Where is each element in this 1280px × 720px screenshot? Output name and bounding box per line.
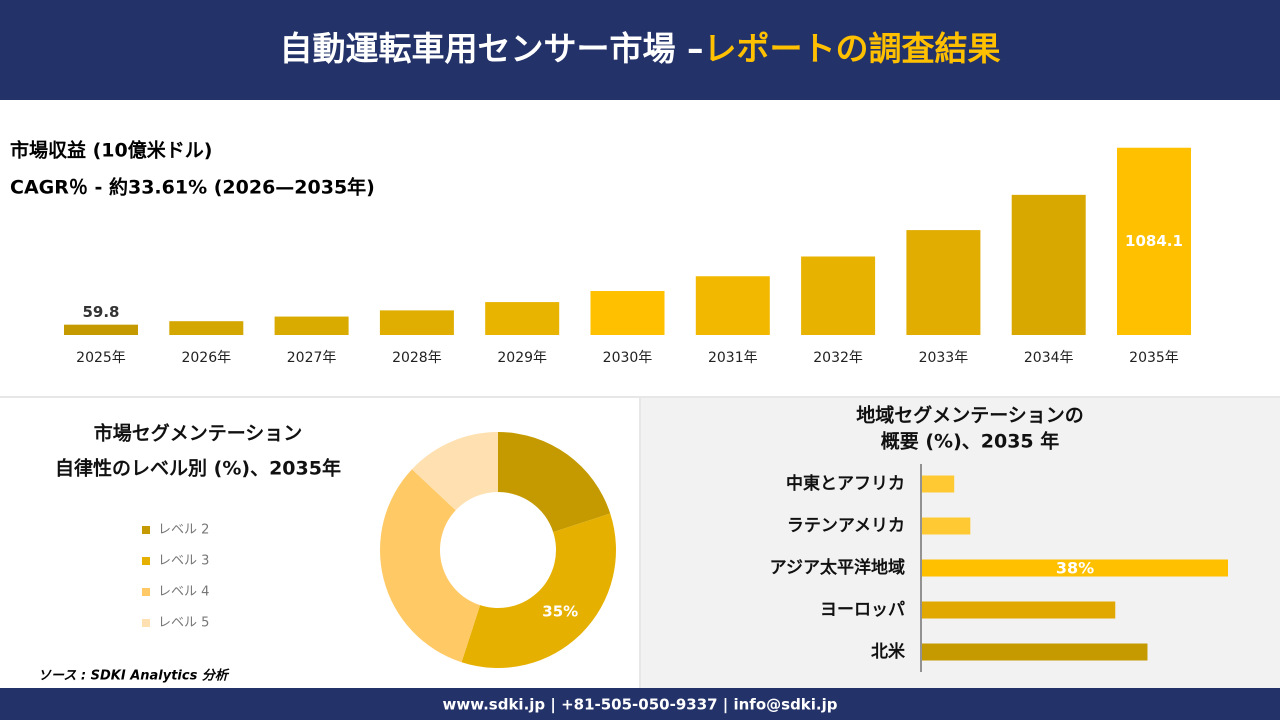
value-label: 1084.1 xyxy=(1125,232,1183,250)
hbar-title: 地域セグメンテーションの xyxy=(856,404,1084,427)
header-bar xyxy=(0,0,1280,100)
x-tick-label: 2034年 xyxy=(1024,350,1074,366)
hbar-title: 概要 (%)、2035 年 xyxy=(881,430,1060,453)
legend-label: レベル 3 xyxy=(158,554,209,569)
bar xyxy=(64,324,138,335)
revenue-title: 市場収益 (10億米ドル) xyxy=(10,139,212,162)
bar xyxy=(922,517,971,535)
bar xyxy=(922,559,1228,577)
x-tick-label: 2030年 xyxy=(603,350,653,366)
bar xyxy=(801,256,876,335)
bar xyxy=(1117,147,1191,335)
donut-segment xyxy=(498,432,611,533)
bar xyxy=(695,276,770,335)
value-label: 59.8 xyxy=(82,303,119,321)
x-tick-label: 2026年 xyxy=(181,350,231,366)
donut-segment xyxy=(411,432,498,511)
y-tick-label: 北米 xyxy=(871,641,906,662)
cagr-subtitle: CAGR％ - 約33.61% (2026—2035年) xyxy=(10,176,375,199)
bar xyxy=(922,643,1148,661)
title-main: 自動運転車用センサー市場 – xyxy=(280,29,704,68)
donut-segment xyxy=(380,469,481,663)
bar xyxy=(906,230,981,335)
footer-bar xyxy=(0,688,1280,720)
legend-swatch xyxy=(142,588,150,596)
x-tick-label: 2032年 xyxy=(813,350,863,366)
bar xyxy=(590,291,665,335)
y-tick-label: 中東とアフリカ xyxy=(786,473,905,494)
x-tick-label: 2031年 xyxy=(708,350,758,366)
legend-swatch xyxy=(142,526,150,534)
donut-segment xyxy=(461,513,616,668)
bar xyxy=(922,601,1116,619)
bar xyxy=(922,475,955,493)
legend-label: レベル 2 xyxy=(158,523,209,538)
y-tick-label: ラテンアメリカ xyxy=(787,516,905,536)
bar xyxy=(379,310,454,335)
x-tick-label: 2028年 xyxy=(392,350,442,366)
bar xyxy=(485,302,560,335)
bar xyxy=(274,316,349,335)
bar xyxy=(169,321,244,335)
title-accent: レポートの調査結果 xyxy=(704,29,1001,68)
y-tick-label: アジア太平洋地域 xyxy=(770,557,905,578)
bar xyxy=(1011,194,1086,335)
x-tick-label: 2033年 xyxy=(919,350,969,366)
legend-swatch xyxy=(142,619,150,627)
donut-title: 自律性のレベル別 (%)、2035年 xyxy=(55,457,341,480)
legend-swatch xyxy=(142,557,150,565)
header-title: 自動運転車用センサー市場 –レポートの調査結果 xyxy=(280,29,1001,68)
y-tick-label: ヨーロッパ xyxy=(820,600,905,620)
donut-title: 市場セグメンテーション xyxy=(94,422,303,445)
source: ソース : SDKI Analytics 分析 xyxy=(38,668,230,684)
value-label: 35% xyxy=(542,603,578,621)
x-tick-label: 2029年 xyxy=(497,350,547,366)
x-tick-label: 2025年 xyxy=(76,350,126,366)
right-panel xyxy=(641,398,1280,688)
x-tick-label: 2035年 xyxy=(1129,350,1179,366)
x-tick-label: 2027年 xyxy=(287,350,337,366)
legend-label: レベル 5 xyxy=(158,616,209,631)
legend-label: レベル 4 xyxy=(158,585,209,600)
value-label: 38% xyxy=(1056,559,1094,578)
footer-contact: www.sdki.jp | +81-505-050-9337 | info@sd… xyxy=(442,696,837,715)
